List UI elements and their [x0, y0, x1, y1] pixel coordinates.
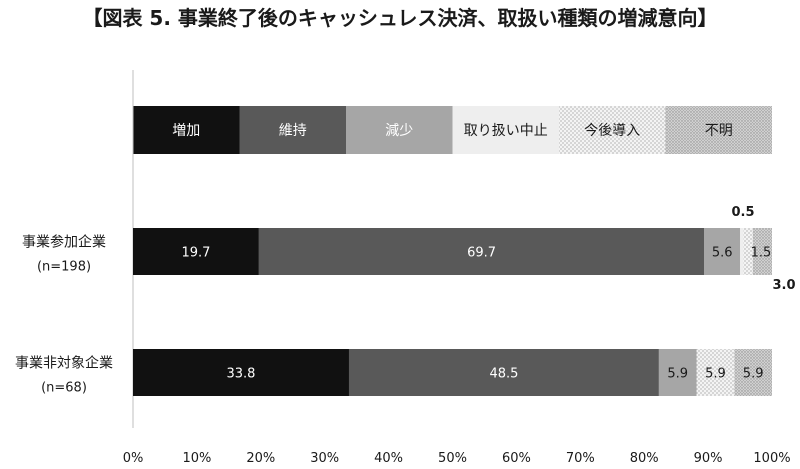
data-label-0-1: 69.7	[467, 246, 496, 261]
category-label-1: 事業非対象企業	[15, 355, 113, 372]
legend-swatch-1	[239, 106, 346, 154]
bar-segment-0-1	[258, 228, 705, 275]
legend-label-3: 取り扱い中止	[464, 123, 548, 139]
data-label-1-1: 48.5	[489, 367, 518, 382]
data-label-0-0: 19.7	[181, 246, 210, 261]
legend-label-4: 今後導入	[584, 123, 640, 139]
x-tick-label-3: 30%	[310, 451, 339, 466]
bar-segment-0-5	[752, 228, 772, 275]
x-tick-label-4: 40%	[374, 451, 403, 466]
data-label-0-5: 3.0	[772, 278, 795, 293]
bar-segment-0-0	[133, 228, 259, 275]
data-label-1-2: 5.9	[667, 367, 688, 382]
data-label-1-4: 5.9	[705, 367, 726, 382]
x-tick-label-8: 80%	[630, 451, 659, 466]
bar-segment-0-4	[743, 228, 753, 275]
legend-swatch-3	[452, 106, 559, 154]
data-label-1-0: 33.8	[227, 367, 256, 382]
legend-swatch-0	[133, 106, 240, 154]
legend-label-0: 増加	[172, 123, 200, 139]
data-label-0-4: 1.5	[751, 246, 772, 261]
x-tick-label-2: 20%	[246, 451, 275, 466]
legend-label-5: 不明	[705, 123, 733, 139]
bar-segment-1-5	[734, 349, 772, 396]
data-label-1-5: 5.9	[743, 367, 764, 382]
data-label-0-3: 0.5	[731, 205, 754, 220]
x-tick-label-1: 10%	[182, 451, 211, 466]
bars	[133, 228, 772, 396]
x-tick-label-0: 0%	[123, 451, 144, 466]
bar-segment-0-2	[704, 228, 741, 275]
legend-label-2: 減少	[385, 122, 413, 139]
bar-segment-1-0	[133, 349, 349, 396]
bar-segment-1-1	[348, 349, 659, 396]
legend: 増加 維持 減少 取り扱い中止 今後導入 不明	[133, 106, 772, 154]
legend-swatch-2	[346, 106, 453, 154]
x-tick-label-7: 70%	[566, 451, 595, 466]
category-labels: 事業参加企業 (n=198) 事業非対象企業 (n=68)	[15, 234, 113, 396]
category-label-0: 事業参加企業	[22, 234, 106, 251]
x-tick-label-5: 50%	[438, 451, 467, 466]
x-tick-label-6: 60%	[502, 451, 531, 466]
bar-segment-1-4	[696, 349, 735, 396]
x-tick-label-9: 90%	[694, 451, 723, 466]
legend-label-1: 維持	[279, 123, 307, 139]
legend-swatch-5	[665, 106, 772, 154]
bar-segment-1-2	[658, 349, 697, 396]
x-tick-label-10: 100%	[753, 451, 790, 466]
category-n-0: (n=198)	[37, 260, 91, 275]
bar-segment-0-3	[740, 228, 744, 275]
data-label-0-2: 5.6	[712, 246, 733, 261]
legend-swatch-4	[559, 106, 666, 154]
data-labels: 19.7 69.7 5.6 0.5 1.5 3.0 33.8 48.5 5.9 5.9 5.9	[181, 205, 795, 382]
category-n-1: (n=68)	[41, 381, 87, 396]
chart-title: 【図表 5. 事業終了後のキャッシュレス決済、取扱い種類の増減意向】	[82, 6, 718, 30]
